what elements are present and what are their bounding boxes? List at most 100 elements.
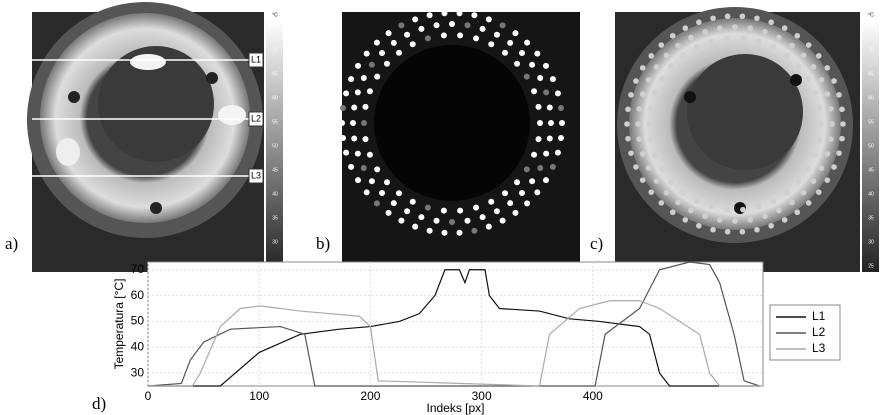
- dot: [373, 200, 380, 207]
- dot: [512, 209, 519, 216]
- dot: [663, 52, 670, 59]
- dot: [354, 89, 361, 96]
- dot: [433, 22, 440, 29]
- dot: [479, 25, 486, 32]
- dot: [471, 227, 478, 234]
- colorbar-unit: °C: [272, 12, 278, 18]
- colorbar-tick: 55: [868, 119, 874, 125]
- dot: [732, 24, 738, 30]
- line-label: L3: [251, 170, 261, 180]
- dot: [363, 50, 370, 57]
- dot: [754, 226, 760, 233]
- dot: [418, 25, 425, 32]
- dot: [514, 179, 521, 186]
- dot: [473, 204, 480, 211]
- dot: [424, 35, 431, 42]
- line: [147, 261, 760, 387]
- colorbar: [862, 20, 879, 272]
- dot: [645, 165, 652, 171]
- dot: [663, 189, 670, 196]
- dot: [546, 104, 553, 111]
- dot: [519, 49, 526, 56]
- colorbar-tick: 50: [272, 143, 278, 149]
- dot: [537, 120, 543, 126]
- dot: [366, 88, 373, 95]
- dot: [762, 28, 768, 35]
- dot: [363, 189, 370, 196]
- dot: [680, 52, 686, 59]
- dot: [537, 75, 544, 82]
- dot: [404, 208, 411, 215]
- dot: [398, 217, 405, 224]
- dot: [839, 135, 845, 142]
- dot: [653, 178, 660, 184]
- dot: [493, 208, 500, 215]
- dot: [818, 165, 825, 171]
- dot: [464, 22, 471, 29]
- x-tick-label: 0: [145, 389, 152, 403]
- dot: [784, 189, 790, 196]
- dot: [696, 19, 702, 26]
- image-b: [339, 10, 580, 272]
- dot: [675, 42, 681, 49]
- panel-label: a): [5, 234, 18, 253]
- dot: [457, 207, 464, 214]
- x-tick-label: 100: [249, 389, 269, 403]
- dot: [717, 217, 723, 223]
- y-tick-label: 40: [131, 339, 145, 353]
- y-tick-label: 60: [131, 288, 145, 302]
- dot: [549, 76, 556, 83]
- dot: [354, 150, 361, 157]
- dot: [652, 152, 658, 158]
- dot: [639, 91, 646, 97]
- dot: [440, 32, 447, 39]
- dot: [824, 65, 831, 71]
- dot: [658, 42, 665, 48]
- dot: [824, 91, 831, 97]
- dot: [668, 63, 675, 69]
- dot: [519, 190, 526, 197]
- line: [148, 269, 760, 387]
- dot: [688, 207, 694, 214]
- dot: [669, 209, 676, 216]
- dot: [499, 22, 506, 29]
- dot: [390, 200, 397, 207]
- dot: [815, 189, 822, 195]
- dot: [424, 204, 431, 211]
- dot: [383, 60, 390, 67]
- dot: [810, 178, 817, 184]
- dot: [343, 90, 350, 97]
- image-c: [615, 7, 860, 272]
- dot: [340, 105, 347, 112]
- dot: [755, 203, 762, 210]
- colorbar-tick: 75: [272, 23, 278, 29]
- dot: [824, 177, 831, 183]
- dot: [531, 151, 538, 158]
- dot: [449, 21, 455, 27]
- dot: [426, 12, 433, 19]
- colorbar-tick: 70: [868, 47, 874, 53]
- dot: [362, 136, 369, 143]
- dot: [675, 199, 681, 206]
- colorbar-tick: 60: [272, 95, 278, 101]
- dot: [717, 25, 723, 31]
- dot: [840, 121, 846, 127]
- dot: [789, 42, 795, 49]
- colorbar-tick: 40: [272, 191, 278, 197]
- line-label-box: [248, 168, 264, 184]
- dot: [625, 106, 631, 113]
- dot: [343, 149, 350, 156]
- dot: [449, 219, 455, 225]
- dot: [485, 223, 492, 230]
- dot: [523, 73, 530, 80]
- dot: [534, 189, 541, 196]
- dot: [805, 200, 812, 206]
- dot: [739, 13, 746, 20]
- colorbar-tick: 25: [868, 263, 874, 269]
- dot: [549, 163, 556, 170]
- dot: [507, 200, 514, 207]
- colorbar-tick: 30: [272, 239, 278, 245]
- dot: [762, 213, 768, 220]
- dot: [702, 28, 708, 35]
